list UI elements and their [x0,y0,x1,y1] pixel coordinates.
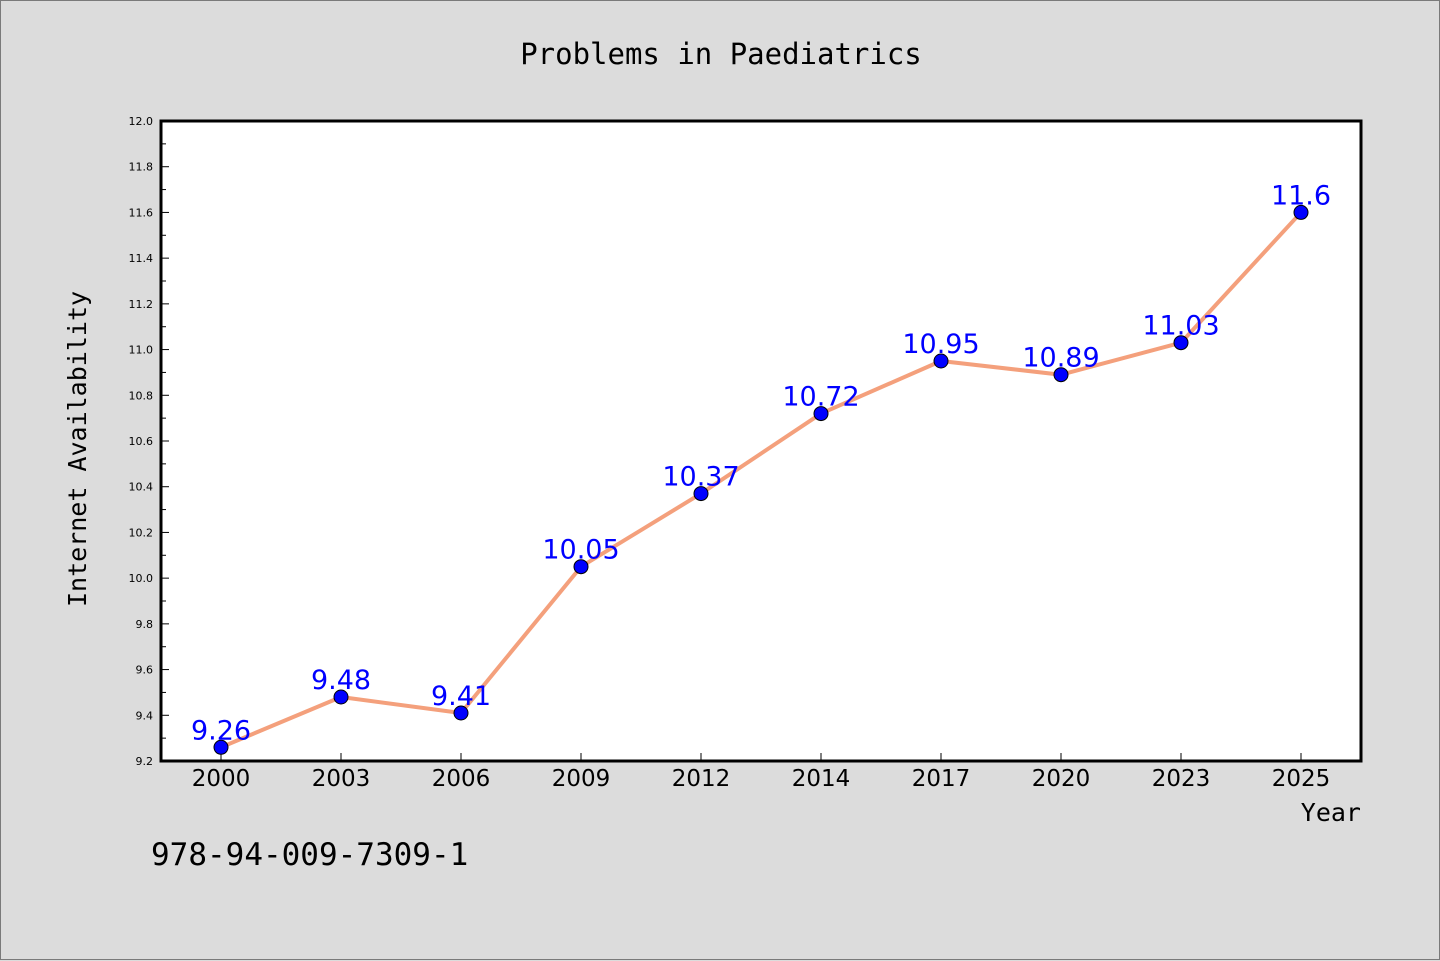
x-tick-label: 2014 [792,766,851,792]
y-tick-label: 9.4 [136,709,154,722]
y-tick-label: 9.6 [136,664,154,677]
chart-title: Problems in Paediatrics [520,37,922,71]
data-point [933,353,949,369]
x-axis: 2000 2003 2006 2009 2012 2014 2017 2020 2023 2025 [192,753,1331,792]
data-point [453,705,469,721]
data-point [1173,335,1189,351]
data-point [1053,367,1069,383]
x-tick-label: 2023 [1152,766,1211,792]
y-axis-label: Internet Availability [63,291,92,607]
isbn-annotation: 978-94-009-7309-1 [151,837,468,873]
data-label: 10.72 [782,382,859,413]
data-label: 11.03 [1142,311,1219,342]
y-tick-label: 11.0 [129,344,154,357]
x-tick-label: 2003 [312,766,371,792]
x-tick-label: 2012 [672,766,731,792]
series-group: 9.26 9.48 9.41 10.05 10.37 10.72 10.95 10.89 11.… [191,180,1331,755]
y-tick-label: 10.6 [129,435,154,448]
y-tick-label: 11.6 [129,206,154,219]
series-line [219,210,1303,750]
y-tick-label: 11.8 [129,161,154,174]
y-tick-label: 9.8 [136,618,154,631]
data-label: 10.05 [542,535,619,566]
data-point [573,559,589,575]
y-tick-label: 12.0 [129,115,154,128]
data-point [1293,204,1309,220]
y-tick-label: 10.0 [129,572,154,585]
data-label: 10.37 [662,462,739,493]
x-tick-label: 2009 [552,766,611,792]
y-tick-label: 11.2 [129,298,154,311]
data-label: 9.48 [311,665,371,696]
x-tick-label: 2006 [432,766,491,792]
x-tick-label: 2020 [1032,766,1091,792]
data-label: 11.6 [1271,180,1331,211]
data-point [813,406,829,422]
data-point [213,739,229,755]
x-tick-label: 2000 [192,766,251,792]
data-point [693,486,709,502]
data-point [333,689,349,705]
data-label: 10.95 [902,329,979,360]
y-tick-label: 9.2 [136,755,154,768]
y-tick-label: 10.2 [129,526,154,539]
x-tick-label: 2017 [912,766,971,792]
y-tick-label: 10.4 [129,481,154,494]
x-axis-label: Year [1301,798,1361,827]
plot-area [159,119,1363,763]
data-label: 9.41 [431,681,491,712]
y-axis: 9.2 9.4 9.6 9.8 10.0 10.2 10.4 10.6 10.8 11.0 11.2… [129,115,169,768]
data-label: 9.26 [191,715,251,746]
data-label: 10.89 [1022,343,1099,374]
y-tick-label: 10.8 [129,389,154,402]
x-tick-label: 2025 [1272,766,1331,792]
y-tick-label: 11.4 [129,252,154,265]
